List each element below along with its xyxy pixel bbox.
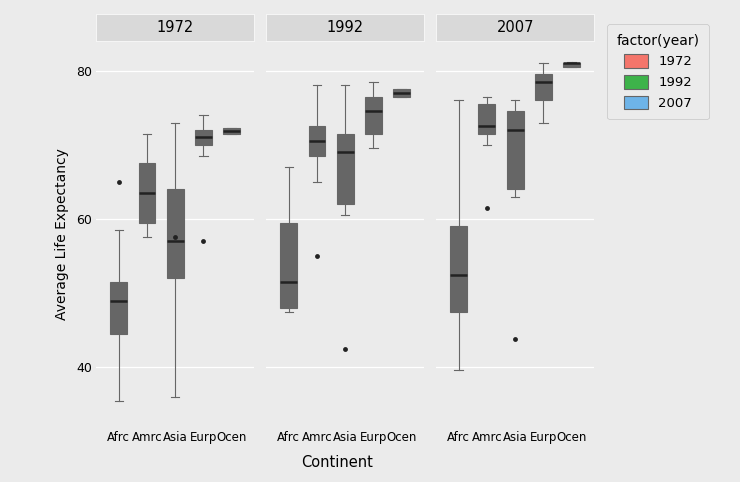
Text: 1972: 1972 — [157, 20, 194, 35]
PathPatch shape — [223, 128, 240, 134]
PathPatch shape — [450, 227, 467, 312]
PathPatch shape — [479, 104, 495, 134]
Text: Continent: Continent — [300, 455, 373, 470]
PathPatch shape — [507, 111, 524, 189]
Bar — [266, 14, 424, 41]
PathPatch shape — [280, 223, 297, 308]
Text: 1992: 1992 — [326, 20, 364, 35]
PathPatch shape — [535, 74, 552, 100]
PathPatch shape — [393, 89, 410, 96]
Bar — [436, 14, 594, 41]
PathPatch shape — [563, 63, 580, 67]
PathPatch shape — [337, 134, 354, 204]
PathPatch shape — [138, 163, 155, 223]
PathPatch shape — [166, 189, 184, 278]
Y-axis label: Average Life Expectancy: Average Life Expectancy — [55, 148, 69, 320]
PathPatch shape — [309, 126, 326, 156]
Text: 2007: 2007 — [497, 20, 534, 35]
Legend: 1972, 1992, 2007: 1972, 1992, 2007 — [607, 25, 709, 120]
PathPatch shape — [195, 130, 212, 145]
PathPatch shape — [365, 96, 382, 134]
Bar — [96, 14, 255, 41]
PathPatch shape — [110, 282, 127, 334]
